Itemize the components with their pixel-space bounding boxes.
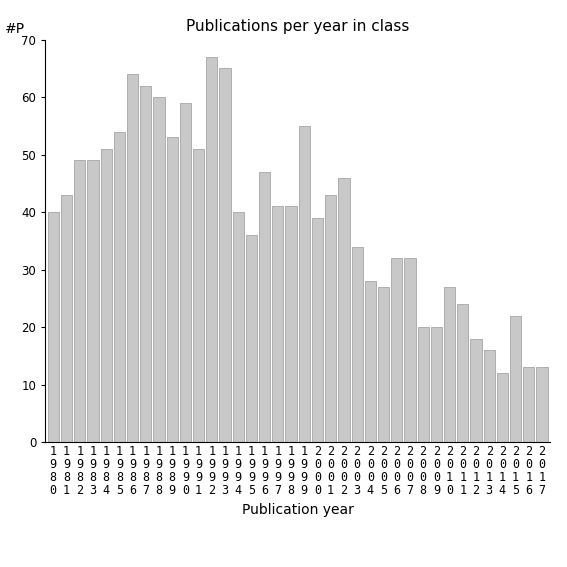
- Bar: [417, 327, 429, 442]
- Bar: [391, 258, 403, 442]
- Bar: [312, 218, 323, 442]
- Bar: [140, 86, 151, 442]
- Bar: [180, 103, 191, 442]
- Bar: [431, 327, 442, 442]
- Bar: [299, 126, 310, 442]
- Bar: [167, 137, 178, 442]
- Bar: [114, 132, 125, 442]
- Bar: [378, 287, 389, 442]
- Bar: [61, 195, 72, 442]
- X-axis label: Publication year: Publication year: [242, 502, 354, 517]
- Text: #P: #P: [5, 22, 25, 36]
- Bar: [325, 195, 336, 442]
- Title: Publications per year in class: Publications per year in class: [186, 19, 409, 35]
- Bar: [352, 247, 363, 442]
- Bar: [153, 97, 164, 442]
- Bar: [497, 373, 508, 442]
- Bar: [100, 149, 112, 442]
- Bar: [87, 160, 99, 442]
- Bar: [285, 206, 297, 442]
- Bar: [232, 212, 244, 442]
- Bar: [536, 367, 548, 442]
- Bar: [444, 287, 455, 442]
- Bar: [74, 160, 85, 442]
- Bar: [523, 367, 535, 442]
- Bar: [471, 338, 481, 442]
- Bar: [365, 281, 376, 442]
- Bar: [259, 172, 270, 442]
- Bar: [246, 235, 257, 442]
- Bar: [510, 316, 521, 442]
- Bar: [457, 304, 468, 442]
- Bar: [338, 177, 349, 442]
- Bar: [206, 57, 217, 442]
- Bar: [193, 149, 204, 442]
- Bar: [48, 212, 59, 442]
- Bar: [127, 74, 138, 442]
- Bar: [404, 258, 416, 442]
- Bar: [484, 350, 495, 442]
- Bar: [219, 69, 231, 442]
- Bar: [272, 206, 284, 442]
